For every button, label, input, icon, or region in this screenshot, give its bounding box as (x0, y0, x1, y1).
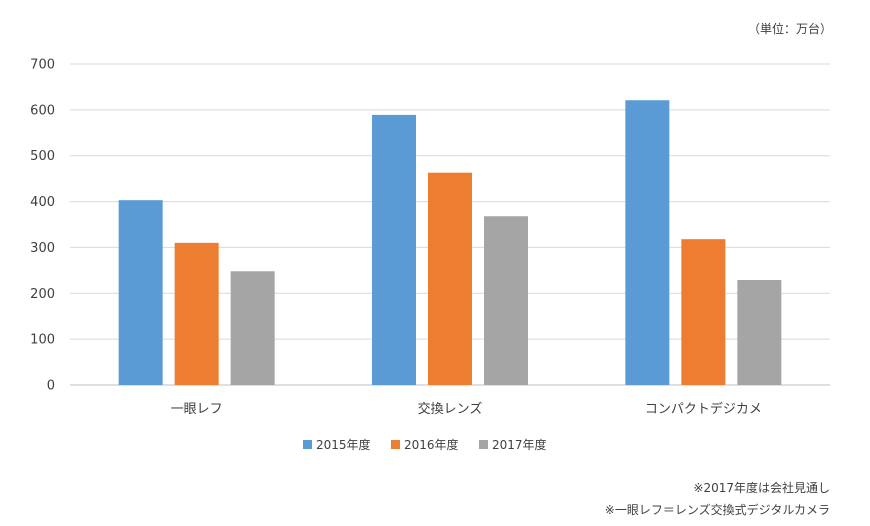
bars (118, 100, 782, 385)
y-tick-label: 200 (30, 287, 55, 302)
bar (428, 172, 472, 385)
bar (118, 200, 163, 385)
note-definition: ※一眼レフ＝レンズ交換式デジタルカメラ (604, 503, 830, 517)
bar (625, 100, 670, 385)
legend-swatch (479, 440, 488, 449)
bar (484, 216, 528, 385)
legend: 2015年度 2016年度 2017年度 (303, 437, 547, 452)
x-category-label: 交換レンズ (418, 401, 483, 417)
y-tick-label: 300 (30, 241, 55, 256)
bar (174, 242, 219, 385)
note-forecast: ※2017年度は会社見通し (693, 481, 830, 495)
y-axis: 0 100 200 300 400 500 600 700 (30, 58, 55, 394)
x-category-label: 一眼レフ (171, 402, 223, 417)
y-tick-label: 600 (30, 103, 55, 118)
legend-label: 2015年度 (316, 437, 371, 452)
x-category-label: コンパクトデジカメ (645, 401, 762, 417)
y-tick-label: 400 (30, 195, 55, 210)
y-tick-label: 0 (47, 379, 55, 394)
bar (737, 279, 782, 385)
legend-swatch (303, 440, 312, 449)
y-tick-label: 700 (30, 58, 55, 73)
legend-label: 2017年度 (492, 437, 547, 452)
y-tick-label: 500 (30, 149, 55, 164)
bar (372, 114, 416, 385)
unit-label: （単位：万台） (747, 22, 832, 36)
bar (230, 271, 275, 385)
legend-label: 2016年度 (404, 437, 459, 452)
legend-swatch (391, 440, 400, 449)
bar (681, 239, 726, 385)
y-tick-label: 100 (30, 333, 55, 348)
x-axis: 一眼レフ 交換レンズ コンパクトデジカメ (171, 401, 762, 417)
